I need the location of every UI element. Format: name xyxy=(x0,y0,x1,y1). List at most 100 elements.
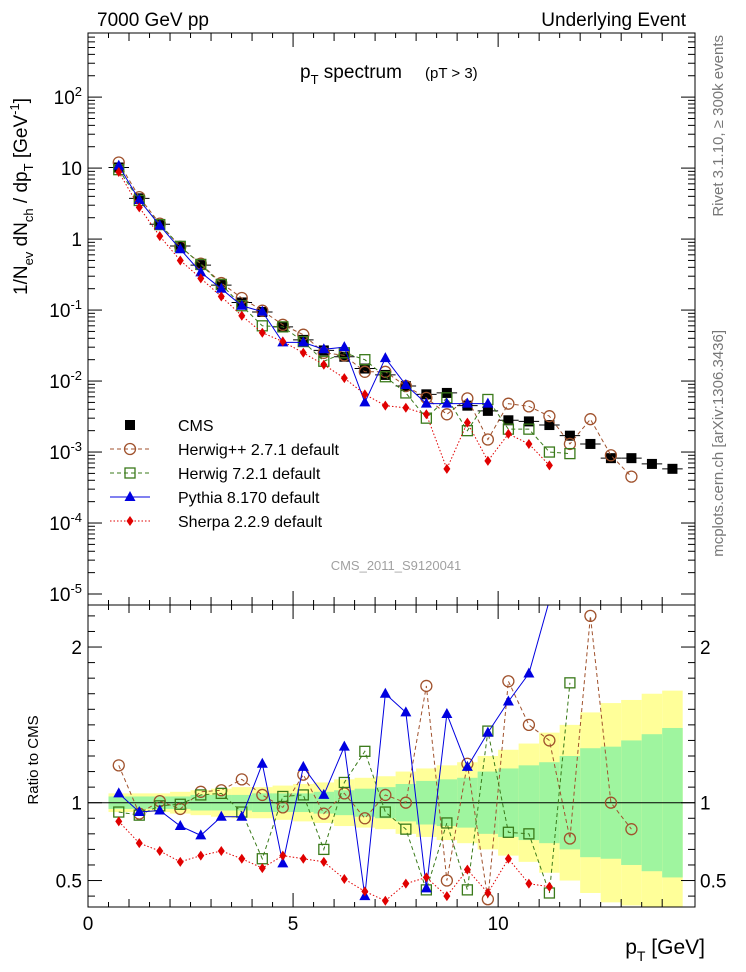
rivet-label: Rivet 3.1.10, ≥ 300k events xyxy=(710,35,727,217)
y-tick-label: 10-1 xyxy=(49,297,82,322)
ratio-point xyxy=(544,594,555,604)
data-point xyxy=(338,341,350,352)
data-point xyxy=(503,415,514,426)
data-point xyxy=(502,397,515,410)
ratio-point xyxy=(461,884,474,896)
data-point xyxy=(379,371,391,383)
data-point xyxy=(256,305,268,316)
data-point xyxy=(463,417,471,428)
data-point xyxy=(379,352,391,363)
legend-item: Herwig++ 2.7.1 default xyxy=(110,442,340,459)
ratio-herwig-7-2-1-default xyxy=(113,677,576,899)
data-point xyxy=(523,423,535,435)
ratio-point xyxy=(545,881,553,892)
legend-label: Herwig++ 2.7.1 default xyxy=(178,442,340,459)
ratio-point xyxy=(504,853,512,864)
ratio-point xyxy=(399,796,413,809)
ratio-point xyxy=(320,856,328,867)
data-point xyxy=(113,159,125,170)
series-line xyxy=(118,162,632,477)
main-subtitle: (pT > 3) xyxy=(425,65,478,82)
y-tick-label: 10-2 xyxy=(49,368,82,393)
data-point xyxy=(626,453,637,464)
ratio-point xyxy=(277,857,289,868)
legend: CMS Herwig++ 2.7.1 default Herwig 7.2.1 de… xyxy=(110,418,340,531)
data-point xyxy=(544,420,555,431)
data-point xyxy=(585,438,596,449)
ratio-point xyxy=(217,845,225,856)
ratio-point xyxy=(113,787,125,798)
ratio-point xyxy=(317,807,330,820)
data-point xyxy=(340,373,348,384)
ratio-point xyxy=(379,687,391,698)
legend-marker xyxy=(126,516,134,526)
ratio-point xyxy=(441,707,453,718)
data-point xyxy=(482,397,494,408)
data-point xyxy=(215,282,227,293)
data-point xyxy=(604,449,618,462)
data-point xyxy=(359,354,371,366)
ratio-point xyxy=(258,863,266,874)
ratio-point xyxy=(340,873,348,884)
x-tick-label: 5 xyxy=(288,914,299,935)
ratio-point xyxy=(358,812,371,825)
ratio-point xyxy=(525,878,533,889)
data-point xyxy=(236,299,248,310)
data-point xyxy=(359,396,371,407)
data-point xyxy=(523,416,534,427)
legend-item: Herwig 7.2.1 default xyxy=(110,466,321,483)
ratio-y-tick-label: 0.5 xyxy=(700,872,726,893)
ratio-point xyxy=(318,788,330,799)
ratio-point xyxy=(174,820,186,831)
data-point xyxy=(238,310,246,321)
x-tick-label: 0 xyxy=(83,914,94,935)
data-point xyxy=(440,408,454,421)
data-point xyxy=(484,455,492,466)
data-point xyxy=(197,273,205,284)
data-point xyxy=(504,428,512,439)
legend-item: CMS xyxy=(125,418,214,435)
analysis-watermark: CMS_2011_S9120041 xyxy=(331,558,462,573)
series-line xyxy=(118,165,488,405)
ratio-point xyxy=(381,895,389,906)
svg-text:1/Nev dNch / dpT [GeV-1]: 1/Nev dNch / dpT [GeV-1] xyxy=(7,98,36,295)
ratio-y-tick-label: 2 xyxy=(700,638,711,659)
ratio-point xyxy=(563,832,577,845)
ratio-point xyxy=(402,878,410,889)
ratio-point xyxy=(238,853,246,864)
ratio-point xyxy=(195,789,207,801)
series-line xyxy=(118,169,570,455)
legend-marker xyxy=(124,491,136,501)
data-point xyxy=(564,447,576,460)
ratio-point xyxy=(463,864,471,875)
ratio-point xyxy=(215,810,227,821)
data-point xyxy=(133,194,145,205)
data-point xyxy=(605,453,616,464)
data-point xyxy=(359,363,370,374)
ratio-y-tick-label: 2 xyxy=(71,638,82,659)
y-tick-label: 10 xyxy=(61,159,82,180)
data-point xyxy=(174,243,186,254)
data-point xyxy=(422,409,430,420)
ratio-pythia-8-170-default xyxy=(113,594,555,901)
ratio-point xyxy=(482,726,494,737)
ratio-point xyxy=(299,853,307,864)
ratio-point xyxy=(440,874,454,887)
ratio-point xyxy=(543,734,556,747)
data-point xyxy=(299,347,307,358)
header-left: 7000 GeV pp xyxy=(97,10,209,31)
y-tick-label: 10-3 xyxy=(49,439,82,464)
ratio-point xyxy=(523,667,535,678)
legend-marker xyxy=(125,420,135,430)
ratio-point xyxy=(420,882,432,893)
data-point xyxy=(564,430,575,441)
ratio-point xyxy=(236,810,248,821)
series-pythia-8-170-default xyxy=(113,159,494,408)
data-point xyxy=(217,291,225,302)
y-tick-label: 102 xyxy=(54,84,82,109)
ratio-y-tick-label: 1 xyxy=(71,794,82,815)
ratio-point xyxy=(522,718,536,732)
data-point xyxy=(441,397,453,408)
data-point xyxy=(420,397,432,408)
data-point xyxy=(667,463,678,474)
